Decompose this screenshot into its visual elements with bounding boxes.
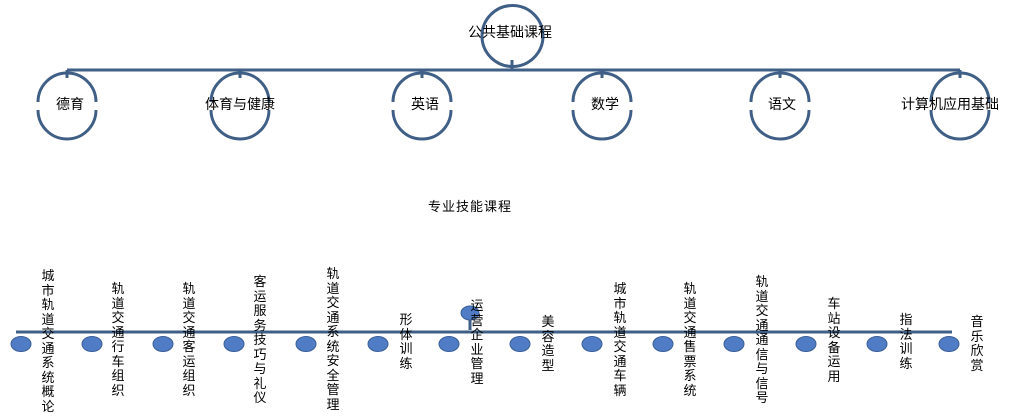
skill-course-label: 轨道交通通信与信号 (755, 275, 769, 406)
skills-timeline (10, 305, 960, 352)
root-node-label: 公共基础课程 (468, 25, 552, 41)
skill-course-label: 轨道交通行车组织 (111, 282, 125, 399)
child-arc-top (36, 71, 98, 103)
child-arc-bottom (36, 109, 98, 141)
timeline-dot (152, 336, 174, 352)
skill-course-label: 车站设备运用 (827, 297, 841, 385)
timeline-dot (81, 336, 103, 352)
root-arc-top (480, 4, 545, 37)
child-arc-bottom (209, 109, 271, 141)
child-node-label: 计算机应用基础 (901, 97, 999, 113)
timeline-dot (223, 336, 245, 352)
timeline-dot (652, 336, 674, 352)
timeline-dot (723, 336, 745, 352)
child-arc-top (571, 71, 633, 103)
child-arc-top (749, 71, 811, 103)
skill-course-label: 客运服务技巧与礼仪 (253, 275, 267, 406)
timeline-dot (367, 336, 389, 352)
child-node-label: 德育 (56, 97, 84, 113)
child-arc-top (209, 71, 271, 103)
child-arc-bottom (929, 109, 991, 141)
skill-course-label: 指法训练 (899, 313, 913, 372)
child-node-label: 语文 (768, 97, 796, 113)
skill-course-label: 形体训练 (399, 313, 413, 372)
timeline-dot (10, 336, 32, 352)
child-arc-top (391, 71, 453, 103)
child-arc-bottom (571, 109, 633, 141)
timeline-dot (581, 336, 603, 352)
child-node-label: 英语 (411, 97, 439, 113)
child-arc-bottom (749, 109, 811, 141)
timeline-dot (938, 336, 960, 352)
child-arcs (36, 71, 991, 141)
skill-course-label: 轨道交通系统安全管理 (326, 267, 340, 413)
skill-course-label: 音乐欣赏 (970, 315, 984, 374)
skill-course-label: 运营企业管理 (470, 299, 484, 387)
skill-course-label: 轨道交通售票系统 (683, 282, 697, 399)
child-arc-bottom (391, 109, 453, 141)
child-node-label: 数学 (591, 97, 619, 113)
timeline-dot (866, 336, 888, 352)
skill-course-label: 城市轨道交通系统概论 (41, 269, 55, 415)
timeline-dot (295, 336, 317, 352)
child-node-label: 体育与健康 (205, 97, 275, 113)
child-arc-top (929, 71, 991, 103)
timeline-dot (509, 336, 531, 352)
skill-course-label: 轨道交通客运组织 (182, 282, 196, 399)
skill-course-label: 城市轨道交通车辆 (613, 282, 627, 399)
skills-section-title: 专业技能课程 (427, 200, 512, 215)
timeline-dot (438, 336, 460, 352)
skill-course-label: 美容造型 (541, 315, 555, 374)
timeline-dot (795, 336, 817, 352)
